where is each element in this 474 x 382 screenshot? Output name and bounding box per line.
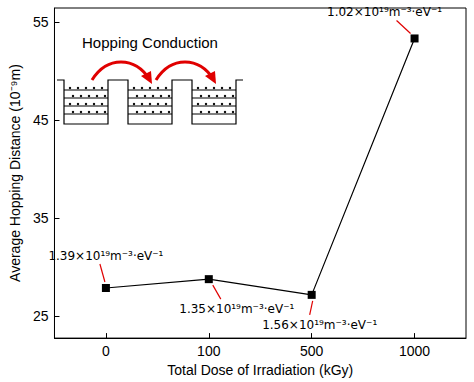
- svg-text:25: 25: [33, 308, 49, 324]
- svg-text:35: 35: [33, 210, 49, 226]
- svg-text:Average Hopping Distance (10⁻⁹: Average Hopping Distance (10⁻⁹m): [7, 64, 23, 282]
- svg-text:Hopping Conduction: Hopping Conduction: [82, 34, 218, 51]
- svg-text:100: 100: [197, 343, 221, 359]
- svg-text:1.35×10¹⁹m⁻³·eV⁻¹: 1.35×10¹⁹m⁻³·eV⁻¹: [179, 302, 294, 316]
- svg-text:0: 0: [102, 343, 110, 359]
- svg-text:1.56×10¹⁹m⁻³·eV⁻¹: 1.56×10¹⁹m⁻³·eV⁻¹: [262, 318, 377, 332]
- svg-text:500: 500: [300, 343, 324, 359]
- svg-text:1.02×10¹⁹m⁻³·eV⁻¹: 1.02×10¹⁹m⁻³·eV⁻¹: [327, 5, 442, 19]
- svg-text:55: 55: [33, 14, 49, 30]
- svg-text:1000: 1000: [399, 343, 430, 359]
- svg-text:Total Dose of Irradiation (kGy: Total Dose of Irradiation (kGy): [167, 362, 353, 378]
- svg-text:45: 45: [33, 112, 49, 128]
- svg-text:1.39×10¹⁹m⁻³·eV⁻¹: 1.39×10¹⁹m⁻³·eV⁻¹: [48, 249, 163, 263]
